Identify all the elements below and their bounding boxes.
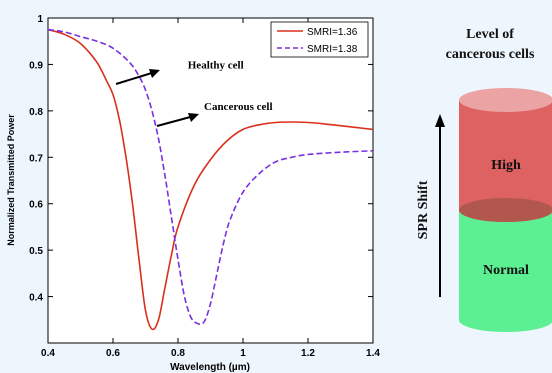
spr-shift-arrowhead [435, 114, 445, 127]
level-high-label: High [491, 158, 521, 173]
legend-box [270, 21, 369, 58]
legend-label-2: SMRI=1.38 [307, 44, 358, 55]
cancerous-arrowhead [188, 113, 199, 122]
x-tick-label: 0.8 [171, 348, 185, 359]
x-tick-label: 0.4 [41, 348, 55, 359]
spr-shift-label: SPR Shift [416, 180, 431, 239]
level-normal-label: Normal [483, 263, 529, 278]
x-tick-label: 1.2 [301, 348, 315, 359]
x-axis: 0.4 0.6 0.8 1 1.2 1.4 [41, 18, 380, 359]
healthy-arrow [115, 71, 156, 85]
annotation-healthy-cell: Healthy cell [188, 60, 244, 72]
cancerous-arrow [156, 115, 195, 127]
x-tick-label: 0.6 [106, 348, 120, 359]
x-tick-label: 1 [240, 348, 246, 359]
x-tick-label: 1.4 [366, 348, 380, 359]
series-line-1 [47, 28, 374, 331]
series-layer [47, 28, 374, 331]
y-tick-label: 0.5 [29, 246, 43, 257]
cylinder-divider [459, 198, 552, 222]
y-tick-label: 0.6 [29, 200, 43, 211]
y-axis-label: Normalized Transmitted Power [6, 114, 16, 246]
healthy-arrowhead [149, 69, 160, 78]
y-tick-label: 0.7 [29, 153, 43, 164]
series-line-2 [47, 28, 374, 326]
diagram-title-line1: Level of [466, 27, 514, 42]
transmission-chart: 0.4 0.5 0.6 0.7 0.8 0.9 1 0.4 0.6 0.8 1 1.2 1.4 Nor… [6, 14, 380, 373]
cylinder-normal-section [459, 210, 552, 332]
cylinder-top [459, 88, 552, 112]
cylinder [459, 88, 552, 332]
y-tick-label: 0.8 [29, 107, 43, 118]
legend-label-1: SMRI=1.36 [307, 27, 358, 38]
diagram-title-line2: cancerous cells [446, 47, 535, 62]
y-tick-label: 0.9 [29, 60, 43, 71]
annotation-cancerous-cell: Cancerous cell [204, 101, 273, 113]
y-tick-label: 1 [37, 14, 43, 25]
cancer-level-diagram: Level of cancerous cells SPR Shift High … [416, 27, 552, 332]
y-tick-label: 0.4 [29, 293, 43, 304]
y-axis: 0.4 0.5 0.6 0.7 0.8 0.9 1 [29, 14, 373, 304]
x-axis-label: Wavelength (µm) [170, 362, 250, 373]
legend: SMRI=1.36 SMRI=1.38 [270, 21, 369, 58]
cylinder-high-section [459, 100, 552, 222]
annotations: Healthy cell Cancerous cell [115, 60, 273, 127]
